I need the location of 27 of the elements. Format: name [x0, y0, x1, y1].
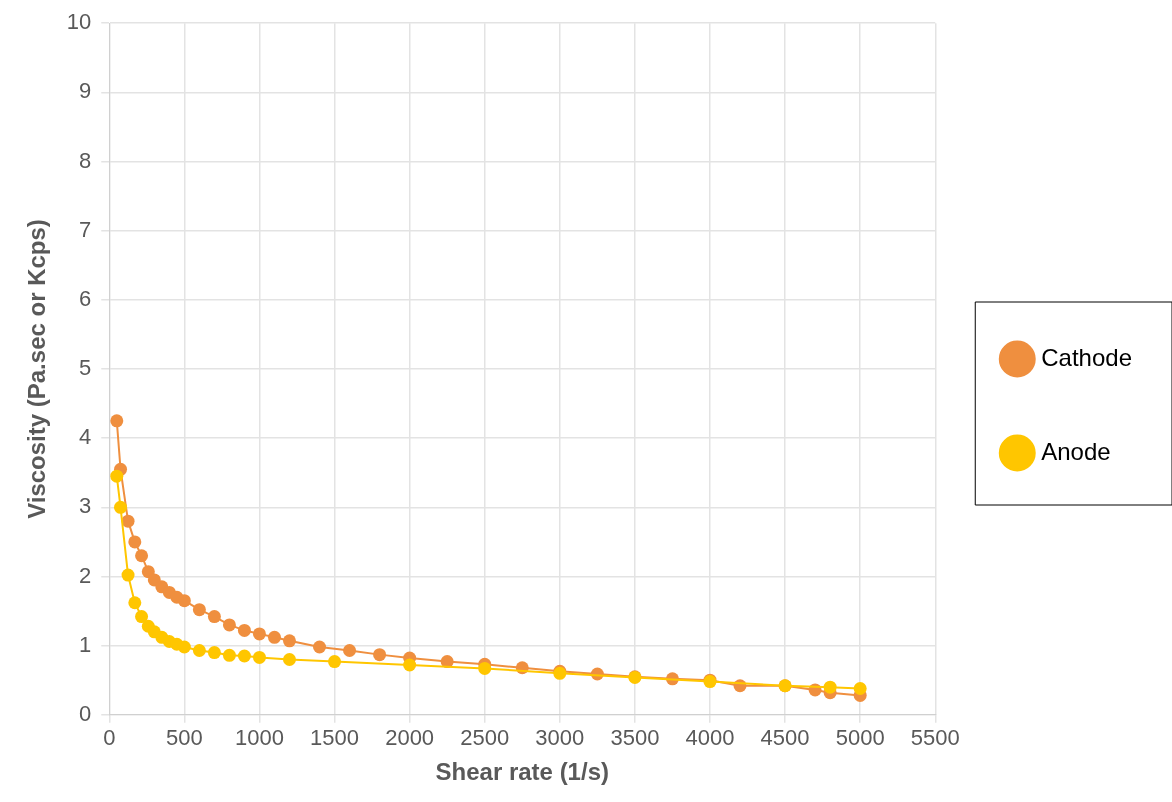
legend-label: Cathode [1041, 343, 1133, 371]
x-tick-label: 5500 [910, 725, 960, 751]
x-tick-label: 0 [103, 725, 116, 751]
x-tick-label: 4000 [685, 725, 735, 751]
x-tick-label: 5000 [835, 725, 885, 751]
x-tick-label: 500 [166, 725, 203, 751]
x-tick-label: 2000 [385, 725, 435, 751]
x-tick-label: 4500 [760, 725, 810, 751]
x-tick-label: 1500 [310, 725, 360, 751]
y-tick-label: 4 [79, 424, 92, 450]
legend-label: Anode [1041, 437, 1111, 465]
y-tick-label: 7 [79, 216, 92, 242]
y-tick-label: 8 [79, 147, 92, 173]
x-tick-label: 2500 [460, 725, 510, 751]
x-tick-label: 3000 [535, 725, 585, 751]
y-tick-label: 1 [79, 631, 92, 657]
y-tick-label: 10 [66, 9, 92, 35]
x-axis-title: Shear rate (1/s) [435, 758, 609, 786]
y-tick-label: 5 [79, 355, 92, 381]
x-tick-label: 1000 [234, 725, 284, 751]
y-tick-label: 0 [79, 700, 92, 726]
y-axis-title: Viscosity (Pa.sec or Kcps) [23, 219, 51, 519]
y-tick-label: 3 [79, 493, 92, 519]
y-tick-label: 2 [79, 562, 92, 588]
x-tick-label: 3500 [610, 725, 660, 751]
y-tick-label: 6 [79, 285, 92, 311]
y-tick-label: 9 [79, 78, 92, 104]
